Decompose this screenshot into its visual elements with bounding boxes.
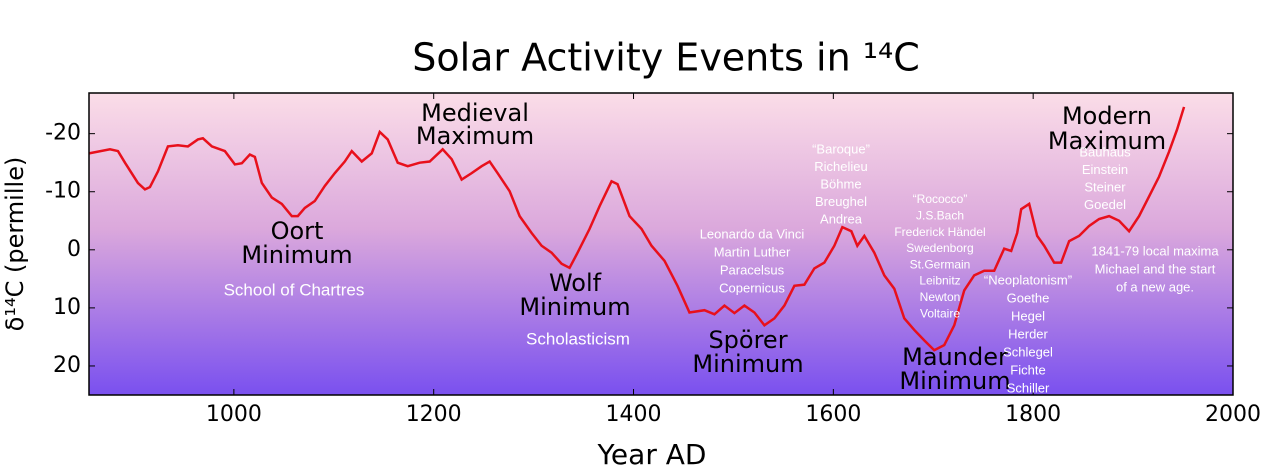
x-axis-title: Year AD [597,438,707,470]
event-label: Modern [1062,102,1152,130]
note-label: 1841-79 local maxima [1091,243,1219,258]
note-label: Bauhaus [1079,144,1131,159]
event-label: Minimum [519,293,630,321]
note-label: Böhme [820,176,861,191]
y-axis-title: δ¹⁴C (permille) [1,157,29,332]
y-tick-label: 0 [67,237,81,262]
note-label: Hegel [1011,308,1045,323]
note-label: Swedenborg [906,241,973,255]
note-label: of a new age. [1116,279,1194,294]
x-tick-label: 1800 [1005,402,1061,427]
note-label: Richelieu [814,159,867,174]
note-label: Goedel [1084,197,1126,212]
note-label: School of Chartres [224,280,365,299]
note-label: Schlegel [1003,344,1053,359]
note-label: Voltaire [920,306,960,320]
note-label: Schiller [1007,380,1050,395]
event-label: Minimum [241,241,352,269]
note-label: Newton [920,290,961,304]
y-tick-label: 20 [53,353,81,378]
event-label: Maximum [416,122,534,150]
note-label: Michael and the start [1095,261,1216,276]
note-label: St.Germain [910,257,971,271]
note-label: Herder [1008,326,1048,341]
plot-frame [88,92,1234,396]
y-tick-label: 10 [53,295,81,320]
note-label: Breughel [815,194,867,209]
x-tick-label: 2000 [1205,402,1261,427]
x-tick-label: 1200 [406,402,462,427]
data-line [88,106,1186,352]
note-label: “Neoplatonism” [984,272,1072,287]
event-label: Minimum [692,350,803,378]
note-label: Steiner [1084,179,1126,194]
note-label: Copernicus [719,280,785,295]
event-label: Maximum [1048,127,1166,155]
y-tick-label: -20 [45,121,81,146]
note-label: Martin Luther [714,244,791,259]
event-label: Medieval [421,99,529,127]
y-tick-label: -10 [45,179,81,204]
event-label: Minimum [899,367,1010,395]
note-label: Einstein [1082,162,1128,177]
note-label: Paracelsus [720,262,785,277]
note-label: Goethe [1007,290,1050,305]
note-label: Frederick Händel [894,225,985,239]
note-label: J.S.Bach [916,208,964,222]
note-label: “Rococco” [913,192,968,206]
chart-title: Solar Activity Events in ¹⁴C [412,36,920,80]
event-label: Spörer [708,326,787,354]
event-label: Maunder [902,343,1008,371]
note-label: Leibnitz [919,274,960,288]
event-label: Oort [271,217,324,245]
x-tick-label: 1400 [606,402,662,427]
note-label: Leonardo da Vinci [700,226,805,241]
note-label: “Baroque” [812,141,870,156]
event-label: Wolf [549,269,602,297]
note-label: Andrea [820,211,863,226]
x-tick-label: 1600 [805,402,861,427]
x-tick-label: 1000 [206,402,262,427]
note-label: Fichte [1010,362,1045,377]
note-label: Scholasticism [526,329,630,348]
